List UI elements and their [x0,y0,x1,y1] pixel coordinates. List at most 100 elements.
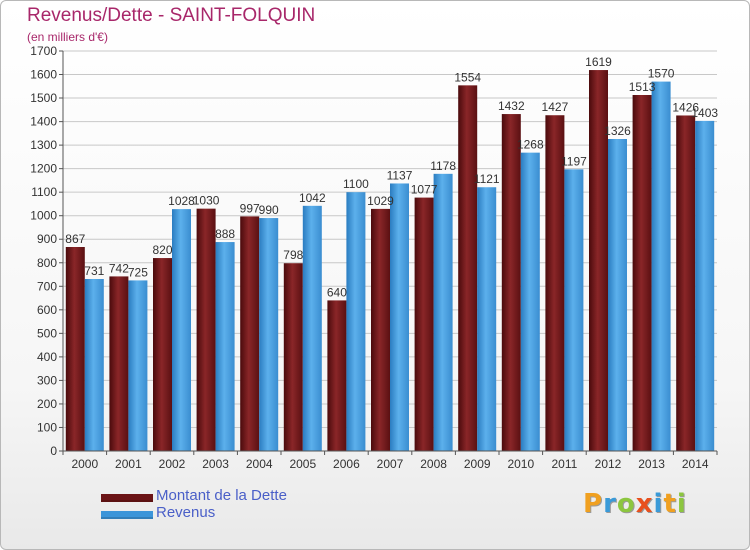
chart-subtitle: (en milliers d'€) [27,30,108,44]
y-tick-label: 1000 [30,209,57,223]
data-label-dette-2003: 1030 [193,194,220,208]
data-label-dette-2008: 1077 [411,183,438,197]
y-tick-label: 1500 [30,91,57,105]
legend-label-revenus: Revenus [156,504,216,521]
legend-swatch-revenus [101,511,153,519]
data-label-revenus-2006: 1100 [343,177,369,191]
logo-letter-4: i [653,489,664,519]
bar-dette-2012 [589,70,608,451]
y-tick-label: 1700 [30,44,57,58]
bar-revenus-2001 [128,280,148,451]
x-tick-label-2009: 2009 [464,457,491,471]
bar-revenus-2006 [346,192,366,452]
y-tick-label: 0 [50,444,57,458]
bar-dette-2002 [153,258,172,451]
logo-letter-6: i [676,489,687,519]
x-tick-label-2012: 2012 [595,457,622,471]
data-label-revenus-2009: 1121 [474,172,500,186]
bar-dette-2005 [283,263,303,451]
bar-dette-2014 [676,115,696,452]
y-tick-label: 1400 [30,115,57,129]
logo-letter-3: x [635,489,654,519]
logo-letter-2: o [616,489,636,519]
bar-revenus-2010 [520,152,540,451]
bar-revenus-2012 [608,139,627,451]
y-tick-label: 1200 [30,162,57,176]
data-label-revenus-2002: 1028 [168,194,195,208]
x-tick-label-2006: 2006 [333,457,360,471]
proxiti-logo: Proxiti [583,489,687,519]
data-label-dette-2002: 820 [152,243,172,257]
data-label-dette-2007: 1029 [367,194,394,208]
y-tick-label: 1600 [30,68,57,82]
data-label-dette-2013: 1513 [629,80,656,94]
data-label-revenus-2005: 1042 [299,191,326,205]
bar-dette-2008 [414,197,434,451]
data-label-revenus-2008: 1178 [430,159,456,173]
logo-letter-5: t [663,489,677,519]
y-tick-label: 700 [37,279,57,293]
x-tick-label-2011: 2011 [551,457,577,471]
bar-revenus-2009 [477,187,497,451]
bar-dette-2010 [501,114,521,451]
bar-dette-2003 [196,208,216,451]
bar-dette-2000 [65,247,85,451]
y-tick-label: 800 [37,256,57,270]
data-label-revenus-2000: 731 [84,264,104,278]
data-label-dette-2014: 1426 [672,100,699,114]
bar-dette-2001 [109,276,129,451]
x-tick-label-2004: 2004 [246,457,273,471]
bar-revenus-2011 [564,169,584,451]
data-label-revenus-2007: 1137 [387,168,413,182]
data-label-dette-2004: 997 [240,201,260,215]
bar-revenus-2014 [695,120,715,451]
data-label-revenus-2001: 725 [128,265,148,279]
data-label-dette-2000: 867 [65,232,85,246]
logo-letter-0: P [583,489,604,519]
bar-revenus-2003 [215,242,235,451]
x-tick-label-2005: 2005 [289,457,316,471]
x-tick-label-2010: 2010 [507,457,534,471]
data-label-revenus-2011: 1197 [561,154,587,168]
data-label-revenus-2014: 1403 [691,106,718,120]
x-tick-label-2000: 2000 [71,457,98,471]
data-label-dette-2009: 1554 [454,70,481,84]
x-tick-label-2003: 2003 [202,457,229,471]
bar-revenus-2000 [84,279,104,451]
x-tick-label-2014: 2014 [682,457,709,471]
data-label-dette-2012: 1619 [585,55,612,69]
y-tick-label: 1100 [31,185,57,199]
data-label-revenus-2013: 1570 [648,67,675,81]
bar-dette-2004 [240,216,260,451]
bar-dette-2006 [327,300,347,451]
data-label-dette-2006: 640 [327,285,347,299]
bar-revenus-2007 [390,183,409,451]
y-tick-label: 600 [37,303,57,317]
bar-revenus-2008 [433,173,453,451]
y-tick-label: 200 [37,397,57,411]
axis-layer: 0 100 200 300 400 500 600 700 800 900 1000 1100 1200… [30,44,718,471]
data-label-dette-2010: 1432 [498,99,525,113]
data-label-dette-2001: 742 [109,261,129,275]
x-tick-label-2008: 2008 [420,457,447,471]
bar-dette-2007 [371,208,390,451]
y-tick-label: 400 [37,350,57,364]
bar-revenus-2005 [302,205,322,451]
y-tick-label: 500 [37,326,57,340]
data-label-revenus-2010: 1268 [517,138,544,152]
bars-layer [65,70,715,452]
chart-title: Revenus/Dette - SAINT-FOLQUIN [27,5,316,26]
bar-dette-2013 [632,95,652,451]
y-tick-label: 300 [37,373,57,387]
legend-label-dette: Montant de la Dette [156,487,287,504]
bar-dette-2009 [458,85,478,452]
bar-revenus-2002 [172,209,191,451]
y-tick-label: 900 [37,232,57,246]
y-tick-label: 1300 [30,138,57,152]
logo-letter-1: r [603,489,617,519]
legend-swatch-dette [101,494,153,502]
bar-revenus-2004 [259,218,279,451]
x-tick-label-2013: 2013 [638,457,665,471]
